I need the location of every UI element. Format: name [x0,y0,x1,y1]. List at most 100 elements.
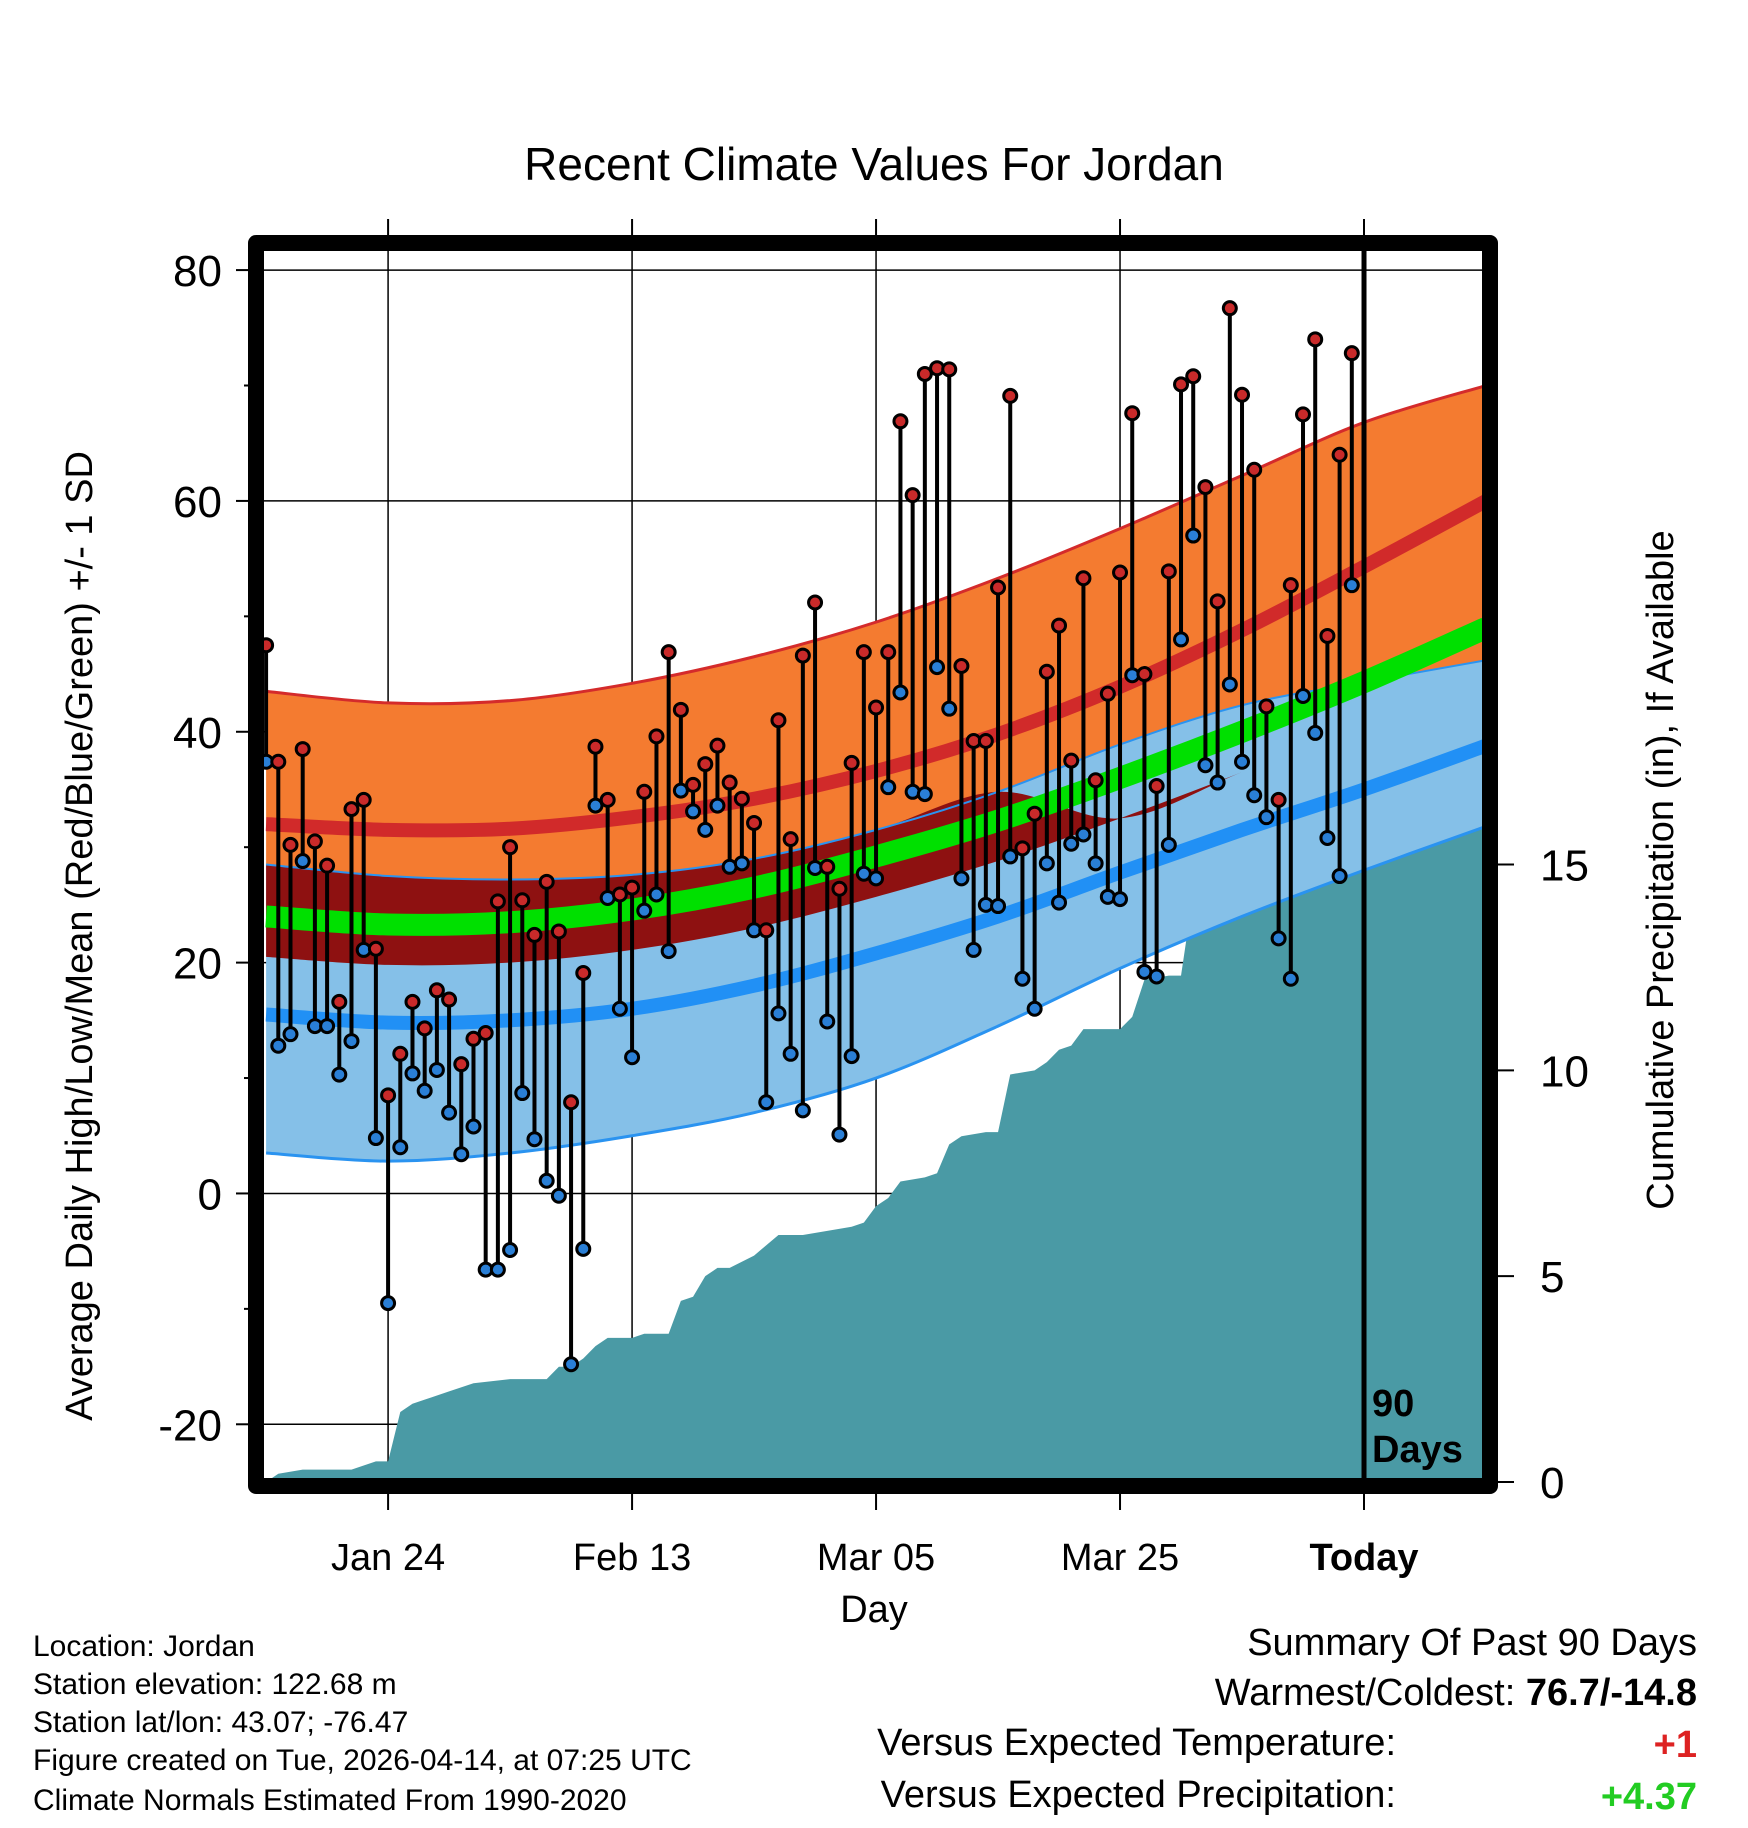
obs-high-point [294,741,311,758]
obs-high-point [904,487,921,504]
obs-low-point [1173,631,1190,648]
obs-high-point [1026,805,1043,822]
obs-high-point [1282,577,1299,594]
obs-high-point [941,361,958,378]
y-tick-label: 40 [173,709,222,758]
obs-high-point [514,892,531,909]
obs-high-point [489,893,506,910]
y2-axis-label: Cumulative Precipitation (in), If Availa… [1640,530,1682,1209]
obs-high-point [453,1056,470,1073]
plot-frame [248,235,1498,1494]
obs-low-point [526,1131,543,1148]
obs-high-point [843,754,860,771]
obs-low-point [990,898,1007,915]
obs-high-point [428,982,445,999]
obs-low-point [294,853,311,870]
y2-tick-label: 15 [1540,842,1589,891]
obs-high-point [990,579,1007,596]
obs-low-point [1258,809,1275,826]
obs-high-point [465,1030,482,1047]
obs-high-point [1051,617,1068,634]
precip-area [266,823,1486,1482]
obs-high-point [1209,593,1226,610]
obs-low-point [965,941,982,958]
precip-compare-value: +4.37 [1600,1776,1697,1818]
obs-high-point [502,839,519,856]
obs-low-point [697,821,714,838]
obs-high-point [526,926,543,943]
obs-low-point [331,1066,348,1083]
obs-low-point [1026,1000,1043,1017]
obs-low-point [660,943,677,960]
obs-low-point [843,1048,860,1065]
obs-low-point [319,1018,336,1035]
obs-high-point [624,879,641,896]
obs-high-point [1173,376,1190,393]
obs-high-point [1221,300,1238,317]
obs-high-point [636,783,653,800]
obs-low-point [770,1005,787,1022]
y2-tick-label: 10 [1540,1047,1589,1096]
obs-low-point [441,1104,458,1121]
obs-low-point [514,1085,531,1102]
normals-text: Climate Normals Estimated From 1990-2020 [33,1784,627,1817]
x-tick-label: Jan 24 [331,1537,445,1579]
obs-high-point [1246,461,1263,478]
obs-low-point [929,659,946,676]
obs-high-point [660,644,677,661]
obs-high-point [441,991,458,1008]
created-text: Figure created on Tue, 2026-04-14, at 07… [33,1744,692,1777]
obs-low-point [1295,687,1312,704]
obs-low-point [1234,753,1251,770]
obs-low-point [343,1033,360,1050]
obs-high-point [1136,666,1153,683]
obs-low-point [392,1139,409,1156]
obs-low-point [538,1172,555,1189]
obs-high-point [758,922,775,939]
obs-low-point [1160,836,1177,853]
obs-low-point [733,855,750,872]
obs-high-point [563,1094,580,1111]
y-tick-label: 20 [173,940,222,989]
obs-high-point [306,833,323,850]
obs-high-point [1112,564,1129,581]
obs-low-point [1246,787,1263,804]
obs-high-point [477,1025,494,1042]
obs-low-point [1051,894,1068,911]
obs-high-point [331,993,348,1010]
obs-high-point [319,857,336,874]
obs-high-point [746,814,763,831]
obs-high-point [355,791,372,808]
obs-low-point [1063,835,1080,852]
x-tick-label: Mar 05 [817,1537,935,1579]
obs-low-point [1185,527,1202,544]
obs-high-point [1038,663,1055,680]
obs-high-point [807,594,824,611]
x-tick-label: Feb 13 [573,1537,691,1579]
obs-high-point [953,657,970,674]
obs-high-point [1185,368,1202,385]
obs-high-point [868,699,885,716]
latlon-text: Station lat/lon: 43.07; -76.47 [33,1706,409,1739]
obs-low-point [953,870,970,887]
y-tick-label: 60 [173,478,222,527]
obs-high-point [1099,685,1116,702]
obs-low-point [502,1242,519,1259]
obs-high-point [1258,698,1275,715]
obs-low-point [892,684,909,701]
obs-high-point [831,880,848,897]
obs-low-point [416,1082,433,1099]
obs-low-point [868,870,885,887]
obs-low-point [1270,930,1287,947]
obs-high-point [380,1087,397,1104]
obs-high-point [721,774,738,791]
obs-high-point [782,831,799,848]
obs-low-point [489,1261,506,1278]
obs-high-point [1295,406,1312,423]
obs-high-point [1014,840,1031,857]
y-tick-label: 80 [173,247,222,296]
obs-high-point [855,644,872,661]
obs-low-point [672,782,689,799]
